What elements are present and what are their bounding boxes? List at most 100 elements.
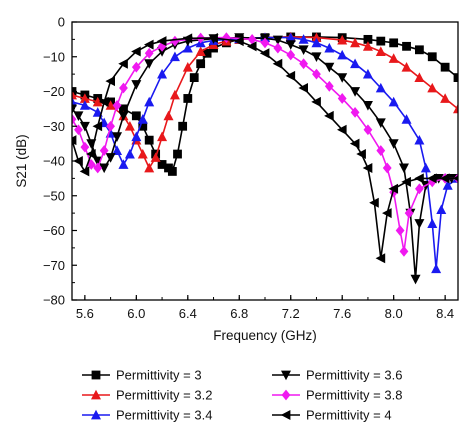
legend-swatch-marker — [281, 370, 291, 381]
data-point — [311, 32, 322, 43]
data-point — [401, 176, 411, 187]
data-point — [170, 35, 180, 47]
legend-item: Permittivity = 3.6 — [272, 368, 402, 383]
data-point — [137, 148, 148, 159]
series-layer — [72, 31, 458, 285]
legend-label: Permittivity = 3.4 — [116, 408, 212, 423]
data-point — [420, 162, 431, 173]
axes-layer: 5.6 6.0 6.4 6.8 7.2 7.6 8.0 8.4 0 −10 −20 −30 −40 −50… — [43, 15, 459, 321]
data-point — [72, 113, 77, 125]
data-point — [86, 149, 96, 160]
data-point — [362, 162, 373, 173]
data-point — [404, 207, 414, 219]
data-point — [118, 159, 129, 169]
data-point — [144, 39, 154, 50]
y-tick-label: −80 — [43, 293, 65, 308]
data-point — [427, 176, 437, 188]
data-point — [72, 89, 77, 100]
data-point — [350, 37, 361, 48]
y-tick-label: −50 — [43, 188, 65, 203]
data-point — [415, 45, 424, 55]
x-tick-label: 5.6 — [76, 306, 94, 321]
data-point — [112, 145, 123, 155]
data-point — [398, 163, 409, 174]
data-point — [79, 166, 90, 177]
data-point — [388, 139, 399, 149]
data-point — [350, 106, 360, 118]
data-point — [131, 131, 142, 142]
data-point — [202, 48, 212, 58]
data-point — [298, 83, 308, 94]
data-point — [286, 49, 296, 61]
legend-swatch-marker — [280, 410, 291, 420]
data-point — [144, 96, 155, 107]
data-point — [285, 70, 296, 81]
data-point — [183, 94, 193, 103]
data-point — [337, 124, 347, 135]
data-point — [427, 173, 437, 184]
data-point — [196, 59, 206, 69]
data-point — [439, 173, 450, 184]
y-tick-label: −20 — [43, 84, 65, 99]
data-point — [399, 245, 409, 257]
data-point — [414, 219, 425, 229]
data-point — [427, 52, 437, 62]
data-point — [388, 183, 399, 194]
legend-item: Permittivity = 3.2 — [82, 388, 212, 403]
x-tick-label: 6.0 — [127, 306, 145, 321]
data-point — [285, 40, 296, 50]
legend-item: Permittivity = 3 — [82, 368, 202, 383]
data-point — [118, 111, 129, 122]
data-point — [337, 73, 348, 83]
data-point — [299, 58, 308, 70]
data-point — [350, 87, 361, 97]
data-point — [415, 183, 424, 195]
data-point — [375, 253, 386, 264]
legend-item: Permittivity = 3.8 — [272, 388, 402, 403]
data-point — [124, 148, 135, 159]
legend-swatch-marker — [91, 389, 101, 400]
legend-label: Permittivity = 3.2 — [116, 388, 212, 403]
data-point — [98, 96, 109, 107]
data-point — [167, 167, 177, 176]
data-point — [382, 208, 392, 219]
data-point — [86, 159, 96, 170]
data-point — [337, 93, 347, 104]
data-point — [178, 121, 188, 131]
x-axis-title: Frequency (GHz) — [213, 328, 317, 343]
data-point — [453, 73, 458, 82]
data-point — [402, 41, 411, 51]
series-line — [72, 37, 458, 259]
data-point — [112, 132, 123, 142]
data-point — [427, 218, 438, 228]
data-point — [349, 138, 360, 149]
data-point — [99, 145, 109, 156]
data-point — [124, 121, 135, 131]
x-tick-label: 7.2 — [282, 306, 300, 321]
legend-swatch-marker — [281, 389, 291, 401]
data-point — [260, 37, 270, 49]
data-point — [369, 197, 379, 208]
data-point — [273, 42, 283, 54]
data-point — [157, 131, 168, 142]
data-point — [157, 47, 168, 57]
data-point — [375, 46, 386, 56]
x-tick-label: 8.0 — [385, 306, 403, 321]
data-point — [246, 41, 257, 52]
data-point — [144, 47, 154, 59]
legend-swatch-marker — [91, 370, 101, 380]
data-point — [157, 160, 167, 169]
data-point — [234, 36, 244, 47]
data-point — [105, 100, 116, 110]
data-point — [144, 135, 154, 145]
data-point — [311, 96, 321, 107]
data-point — [137, 114, 148, 124]
data-point — [324, 80, 334, 92]
data-point — [72, 96, 77, 107]
y-axis-title: S21 (dB) — [14, 134, 29, 187]
data-point — [169, 51, 180, 62]
legend-swatch-marker — [91, 409, 101, 420]
data-point — [414, 173, 424, 184]
